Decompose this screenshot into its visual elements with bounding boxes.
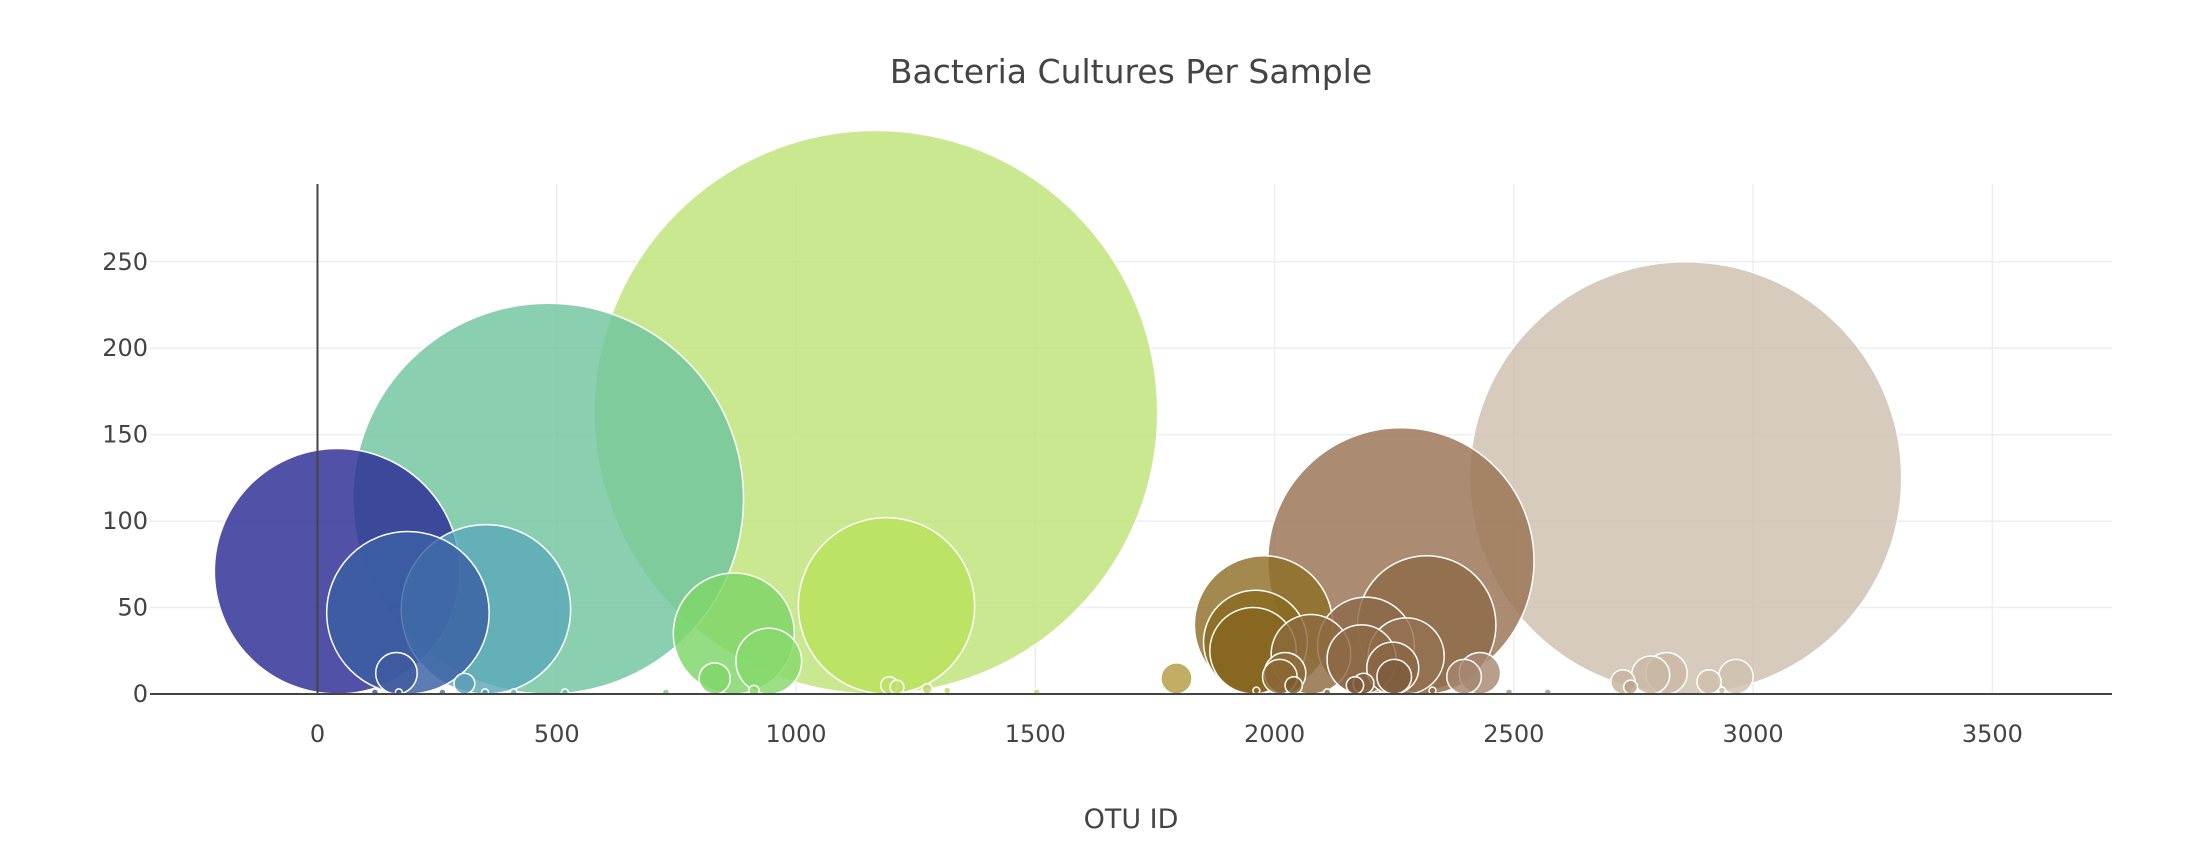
x-tick-label: 500: [534, 720, 580, 748]
bubble-point[interactable]: [1622, 679, 1639, 695]
bubble-point[interactable]: [1428, 686, 1437, 695]
y-tick-label: 250: [102, 248, 148, 276]
y-tick-label: 0: [133, 680, 148, 708]
bubble-point[interactable]: [921, 682, 934, 695]
x-tick-label: 2500: [1483, 720, 1544, 748]
x-tick-label: 1500: [1005, 720, 1066, 748]
bubble-point[interactable]: [797, 516, 976, 695]
chart-title: Bacteria Cultures Per Sample: [890, 52, 1372, 91]
x-tick-label: 2000: [1244, 720, 1305, 748]
bubble-point[interactable]: [1160, 662, 1193, 695]
bubble-point[interactable]: [453, 672, 476, 695]
bubble-point[interactable]: [1468, 261, 1903, 695]
bubble-point[interactable]: [374, 651, 418, 695]
bubble-point[interactable]: [735, 627, 803, 695]
y-tick-label: 100: [102, 507, 148, 535]
y-tick-label: 150: [102, 421, 148, 449]
bubble-point[interactable]: [1696, 669, 1722, 695]
bubble-point[interactable]: [1284, 675, 1304, 695]
bubble-point[interactable]: [1252, 686, 1261, 695]
bubble-point[interactable]: [1446, 658, 1483, 695]
x-tick-label: 3000: [1723, 720, 1784, 748]
bubble-point[interactable]: [943, 686, 952, 695]
x-tick-label: 0: [310, 720, 325, 748]
bubble-point[interactable]: [1345, 675, 1365, 695]
y-tick-label: 200: [102, 334, 148, 362]
axis-layer: 0 500 1000 1500 2000 2500 3000 3500 0 50 100 150 200…: [102, 184, 2112, 748]
bubble-point[interactable]: [1717, 686, 1727, 695]
x-tick-label: 1000: [765, 720, 826, 748]
bubble-layer: [213, 129, 1903, 697]
x-axis-title: OTU ID: [1084, 804, 1179, 835]
bubble-point[interactable]: [698, 662, 731, 695]
y-tick-label: 50: [117, 594, 148, 622]
bubble-point[interactable]: [889, 679, 905, 695]
bubble-point[interactable]: [1376, 658, 1413, 695]
x-tick-label: 3500: [1962, 720, 2023, 748]
